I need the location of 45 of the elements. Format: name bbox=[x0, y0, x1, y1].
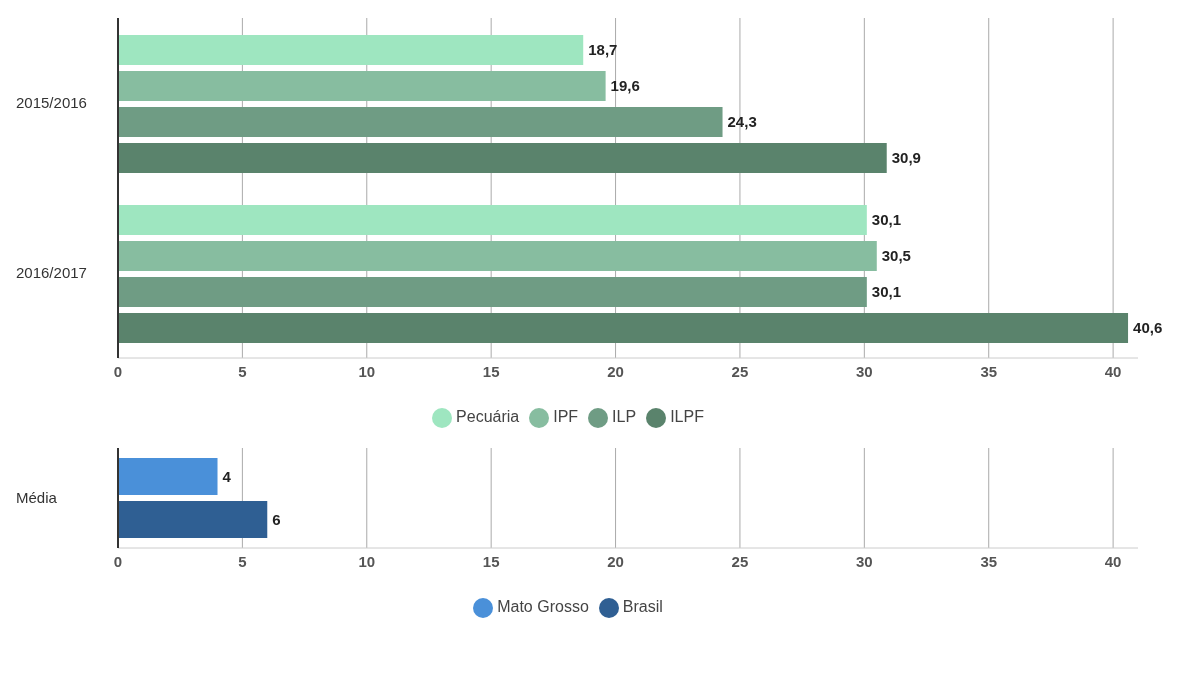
legend-label: Mato Grosso bbox=[497, 598, 589, 616]
bar bbox=[118, 71, 606, 101]
x-tick-label: 5 bbox=[238, 552, 247, 570]
data-label: 24,3 bbox=[727, 113, 757, 131]
y-tick-label: 2015/2016 bbox=[16, 94, 87, 111]
x-tick-label: 40 bbox=[1104, 552, 1122, 570]
x-tick-label: 10 bbox=[358, 552, 376, 570]
bar bbox=[118, 143, 887, 173]
legend-label: Brasil bbox=[622, 598, 663, 616]
legend-label: ILP bbox=[612, 408, 637, 426]
data-label: 30,1 bbox=[871, 283, 902, 301]
data-label: 19,6 bbox=[610, 77, 640, 95]
bar bbox=[118, 205, 867, 235]
bar bbox=[118, 107, 723, 137]
y-tick-label: Média bbox=[16, 489, 58, 506]
y-tick-label: 2016/2017 bbox=[16, 264, 87, 281]
data-label: 30,1 bbox=[871, 211, 902, 229]
legend-label: ILPF bbox=[670, 408, 704, 426]
x-tick-label: 30 bbox=[856, 362, 873, 380]
x-tick-label: 10 bbox=[358, 362, 376, 380]
x-tick-label: 5 bbox=[238, 362, 247, 380]
x-tick-label: 25 bbox=[731, 362, 749, 380]
x-tick-label: 40 bbox=[1104, 362, 1122, 380]
x-tick-label: 35 bbox=[980, 362, 998, 380]
x-tick-label: 30 bbox=[856, 552, 873, 570]
bar bbox=[118, 277, 867, 307]
data-label: 30,5 bbox=[881, 247, 911, 265]
bar bbox=[118, 313, 1129, 343]
x-tick-label: 15 bbox=[482, 362, 500, 380]
data-label: 6 bbox=[272, 510, 281, 528]
x-tick-label: 20 bbox=[607, 362, 624, 380]
x-tick-label: 0 bbox=[113, 552, 123, 570]
data-label: 30,9 bbox=[891, 149, 921, 167]
legend-label: IPF bbox=[553, 408, 579, 426]
bar bbox=[118, 241, 877, 271]
x-tick-label: 20 bbox=[607, 552, 624, 570]
data-label: 4 bbox=[222, 467, 232, 485]
bar bbox=[118, 35, 584, 65]
x-tick-label: 0 bbox=[113, 362, 123, 380]
x-tick-label: 15 bbox=[482, 552, 500, 570]
data-label: 40,6 bbox=[1133, 319, 1163, 337]
data-label: 18,7 bbox=[588, 41, 618, 59]
legend-label: Pecuária bbox=[456, 408, 520, 426]
x-tick-label: 25 bbox=[731, 552, 749, 570]
x-tick-label: 35 bbox=[980, 552, 998, 570]
